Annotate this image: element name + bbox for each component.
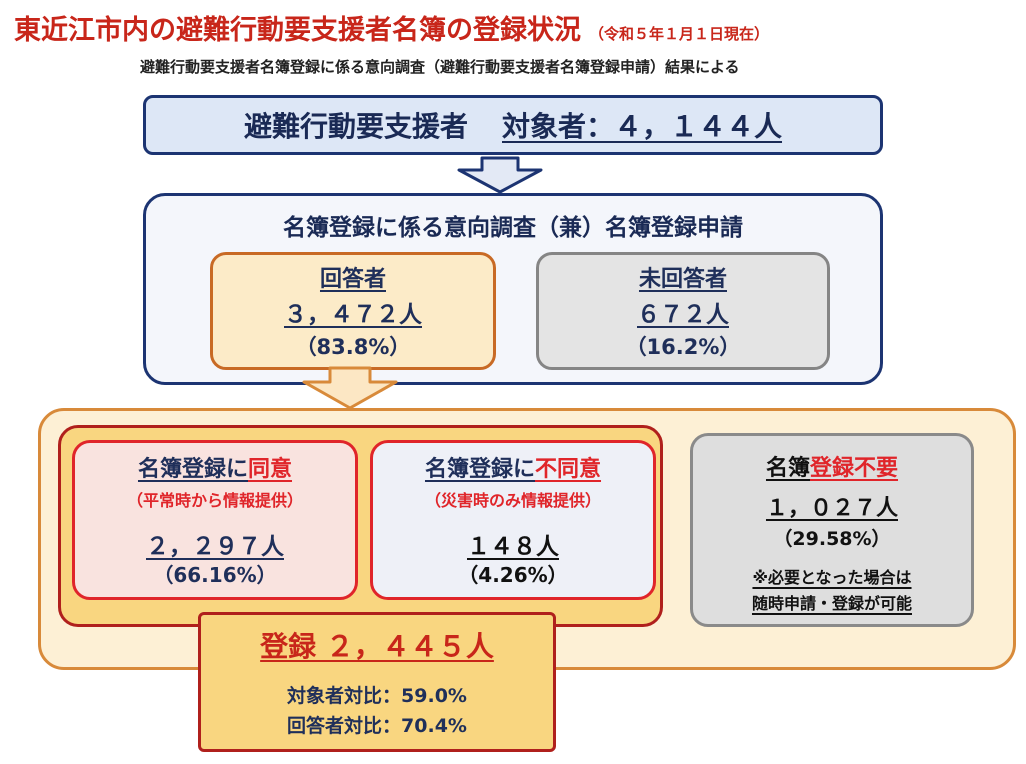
no-need-note-line1: ※必要となった場合は bbox=[752, 568, 912, 587]
registered-title: 登録 ２，４４５人 bbox=[260, 630, 494, 663]
respondents-box: 回答者 ３，４７２人 （83.8%） bbox=[210, 252, 496, 370]
non-respondents-box: 未回答者 ６７２人 （16.2%） bbox=[536, 252, 830, 370]
no-need-pct: （29.58%） bbox=[773, 528, 891, 550]
page-title-main: 東近江市内の避難行動要支援者名簿の登録状況 bbox=[14, 15, 581, 46]
no-need-box: 名簿登録不要 １，０２７人 （29.58%） ※必要となった場合は 随時申請・登… bbox=[690, 433, 974, 627]
no-need-count: １，０２７人 bbox=[765, 496, 898, 521]
registered-ratio-target: 対象者対比：59.0% bbox=[287, 685, 467, 707]
registered-box: 登録 ２，４４５人 対象者対比：59.0% 回答者対比：70.4% bbox=[198, 612, 556, 752]
agree-title-emph: 同意 bbox=[248, 457, 293, 482]
page-subtitle: 避難行動要支援者名簿登録に係る意向調査（避難行動要支援者名簿登録申請）結果による bbox=[140, 58, 740, 76]
no-need-title-emph: 登録不要 bbox=[810, 456, 899, 481]
arrow-down-icon bbox=[302, 366, 398, 410]
target-label: 避難行動要支援者 bbox=[243, 110, 468, 143]
agree-title: 名簿登録に同意 bbox=[75, 451, 355, 483]
agree-count: ２，２９７人 bbox=[146, 534, 284, 560]
respondents-pct: （83.8%） bbox=[295, 335, 411, 359]
registered-ratio-respondents: 回答者対比：70.4% bbox=[287, 715, 467, 737]
agree-box: 名簿登録に同意 （平常時から情報提供） ２，２９７人 （66.16%） bbox=[72, 440, 358, 600]
disagree-count: １４８人 bbox=[467, 534, 559, 560]
page-title: 東近江市内の避難行動要支援者名簿の登録状況 （令和５年１月１日現在） bbox=[14, 8, 769, 47]
arrow-down-icon bbox=[457, 156, 543, 194]
survey-title: 名簿登録に係る意向調査（兼）名簿登録申請 bbox=[283, 215, 743, 241]
page-title-date: （令和５年１月１日現在） bbox=[589, 25, 770, 43]
no-need-note-line2: 随時申請・登録が可能 bbox=[751, 594, 912, 613]
target-box: 避難行動要支援者 対象者：４，１４４人 bbox=[143, 95, 883, 155]
respondents-label: 回答者 bbox=[319, 267, 386, 292]
agree-pct: （66.16%） bbox=[153, 563, 277, 587]
disagree-title-prefix: 名簿登録に bbox=[424, 457, 535, 482]
disagree-title: 名簿登録に不同意 bbox=[373, 451, 653, 483]
agree-note: （平常時から情報提供） bbox=[126, 491, 303, 510]
non-respondents-label: 未回答者 bbox=[638, 267, 727, 292]
target-value: 対象者：４，１４４人 bbox=[502, 110, 783, 143]
disagree-pct: （4.26%） bbox=[458, 563, 568, 587]
respondents-count: ３，４７２人 bbox=[284, 302, 422, 328]
no-need-title-prefix: 名簿 bbox=[765, 456, 810, 481]
non-respondents-count: ６７２人 bbox=[637, 302, 729, 328]
disagree-note: （災害時のみ情報提供） bbox=[424, 491, 601, 510]
no-need-title: 名簿登録不要 bbox=[693, 450, 971, 482]
disagree-box: 名簿登録に不同意 （災害時のみ情報提供） １４８人 （4.26%） bbox=[370, 440, 656, 600]
agree-title-prefix: 名簿登録に bbox=[137, 457, 248, 482]
non-respondents-pct: （16.2%） bbox=[625, 335, 741, 359]
disagree-title-emph: 不同意 bbox=[535, 457, 602, 482]
